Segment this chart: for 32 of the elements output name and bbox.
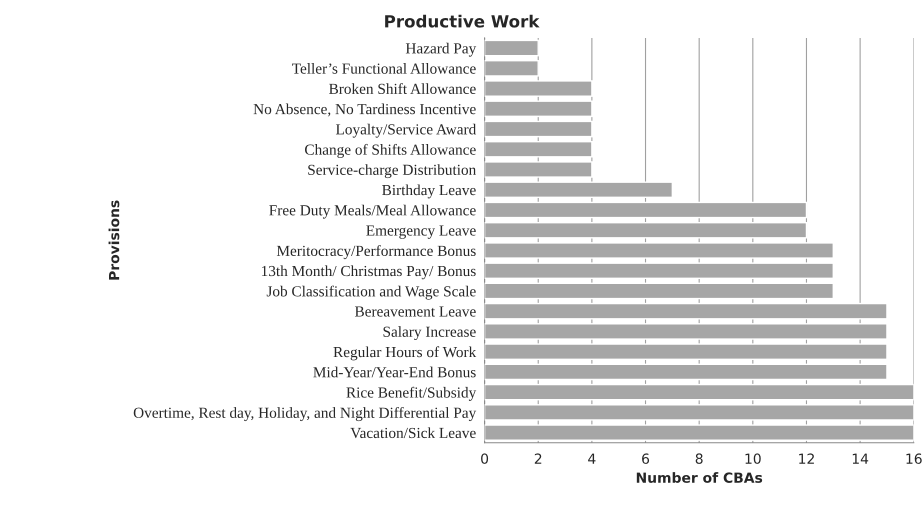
x-tick-label: 8 [696,453,703,464]
x-tick-label: 14 [852,454,868,464]
x-tick-label: 4 [588,454,596,464]
y-tick-label: Emergency Leave [366,226,476,239]
y-tick-label: Service-charge Distribution [308,164,476,178]
x-tick-label: 2 [534,453,542,464]
chart-title: Productive Work [385,14,540,28]
y-tick-label: Bereavement Leave [354,306,476,317]
x-tick-label: 10 [746,453,761,464]
y-tick-label: Job Classification and Wage Scale [266,286,476,300]
y-tick-label: Overtime, Rest day, Holiday, and Night Differential Pay [134,407,476,422]
y-tick-label: Loyalty/Service Award [336,124,476,138]
y-tick-label: Mid-Year/Year-End Bonus [313,366,476,378]
x-tick-label: 6 [642,453,650,464]
y-tick-label: Salary Increase [384,326,476,340]
x-tick-label: 16 [906,453,922,464]
x-tick-label: 12 [799,453,814,464]
y-tick-label: Free Duty Meals/Meal Allowance [269,204,476,219]
x-tick-label: 0 [481,453,488,464]
y-axis-title: Provisions [108,200,120,280]
y-tick-label: Teller’s Functional Allowance [292,63,476,74]
y-tick-label: Birthday Leave [382,184,476,198]
y-tick-label: 13th Month/ Christmas Pay/ Bonus [262,265,476,280]
y-tick-label: Rice Benefit/Subsidy [346,386,476,401]
y-tick-label: Broken Shift Allowance [329,83,476,94]
y-tick-label: Change of Shifts Allowance [305,144,476,158]
x-axis-title: Number of CBAs [636,472,762,483]
y-tick-label: Hazard Pay [406,42,476,57]
y-tick-label: Regular Hours of Work [333,346,476,360]
y-tick-label: No Absence, No Tardiness Incentive [254,103,476,116]
y-tick-label: Meritocracy/Performance Bonus [276,245,476,260]
y-tick-label: Vacation/Sick Leave [350,427,476,438]
